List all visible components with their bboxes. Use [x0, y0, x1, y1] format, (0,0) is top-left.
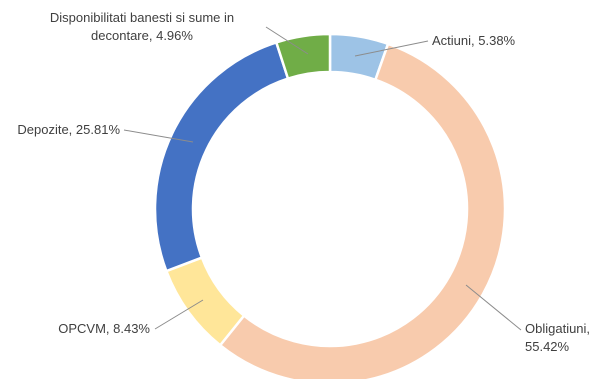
- leader-line-disponibilitati-banesti-si-sume-in-decontare: [265, 26, 309, 55]
- data-label-disponibilitati-banesti-si-sume-in-decontare: Disponibilitati banesti si sume in decont…: [50, 10, 234, 43]
- slice-obligatiuni: [218, 42, 507, 379]
- data-label-depozite: Depozite, 25.81%: [17, 122, 120, 137]
- leader-line-obligatiuni: [465, 284, 522, 331]
- slice-disponibilitati-banesti-si-sume-in-decontare: [274, 32, 332, 81]
- leader-line-depozite: [123, 129, 194, 143]
- leader-line-opcvm: [154, 299, 204, 330]
- data-label-opcvm: OPCVM, 8.43%: [58, 321, 150, 336]
- data-label-obligatiuni: Obligatiuni, 55.42%: [525, 321, 590, 354]
- slice-depozite: [153, 40, 290, 273]
- leader-line-actiuni: [354, 40, 429, 57]
- data-label-actiuni: Actiuni, 5.38%: [432, 33, 516, 48]
